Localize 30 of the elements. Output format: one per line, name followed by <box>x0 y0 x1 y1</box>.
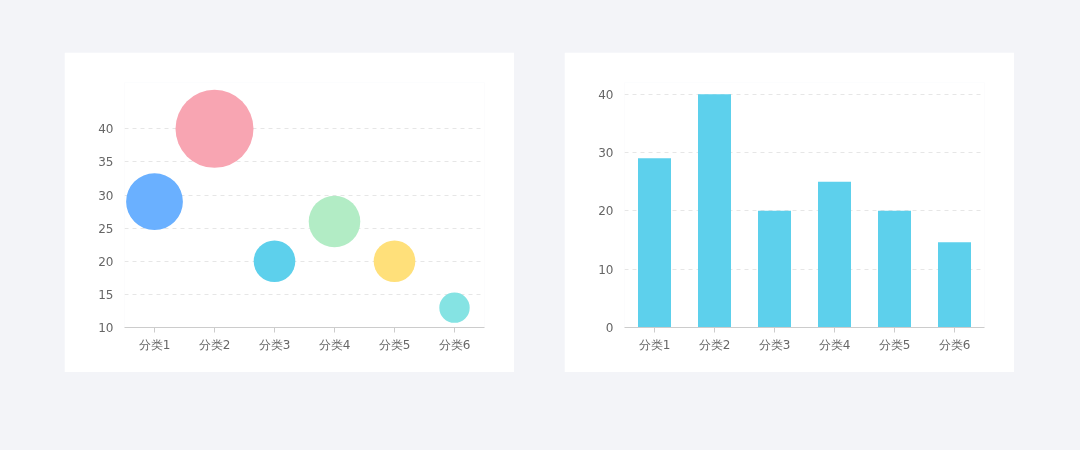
y-tick-label: 20 <box>98 254 114 269</box>
x-tick-label: 分类1 <box>638 337 671 352</box>
bar <box>638 158 671 328</box>
x-tick-label: 分类4 <box>318 337 351 352</box>
x-tick-label: 分类6 <box>938 337 971 352</box>
y-tick-label: 25 <box>98 221 114 236</box>
bar <box>818 181 851 328</box>
y-tick-label: 10 <box>98 321 114 335</box>
bar <box>938 242 971 328</box>
x-tick-label: 分类2 <box>198 337 231 352</box>
y-tick-label: 20 <box>598 204 614 219</box>
bar <box>878 210 911 328</box>
x-tick-label: 分类4 <box>818 337 851 352</box>
y-tick-label: 40 <box>598 87 614 102</box>
y-tick-label: 15 <box>98 287 114 302</box>
y-tick-label: 0 <box>605 321 614 335</box>
x-tick-label: 分类6 <box>438 337 471 352</box>
x-tick-label: 分类1 <box>138 337 171 352</box>
y-tick-label: 35 <box>98 155 114 170</box>
x-tick-label: 分类5 <box>878 337 911 352</box>
x-tick-label: 分类3 <box>758 337 791 352</box>
x-tick-label: 分类3 <box>258 337 291 352</box>
y-tick-label: 40 <box>98 122 114 137</box>
x-tick-label: 分类5 <box>378 337 411 352</box>
y-tick-label: 30 <box>598 146 614 160</box>
y-tick-label: 30 <box>98 188 114 203</box>
bar <box>758 210 791 328</box>
bar <box>698 94 731 328</box>
y-tick-label: 10 <box>598 262 614 277</box>
x-tick-label: 分类2 <box>698 337 731 352</box>
